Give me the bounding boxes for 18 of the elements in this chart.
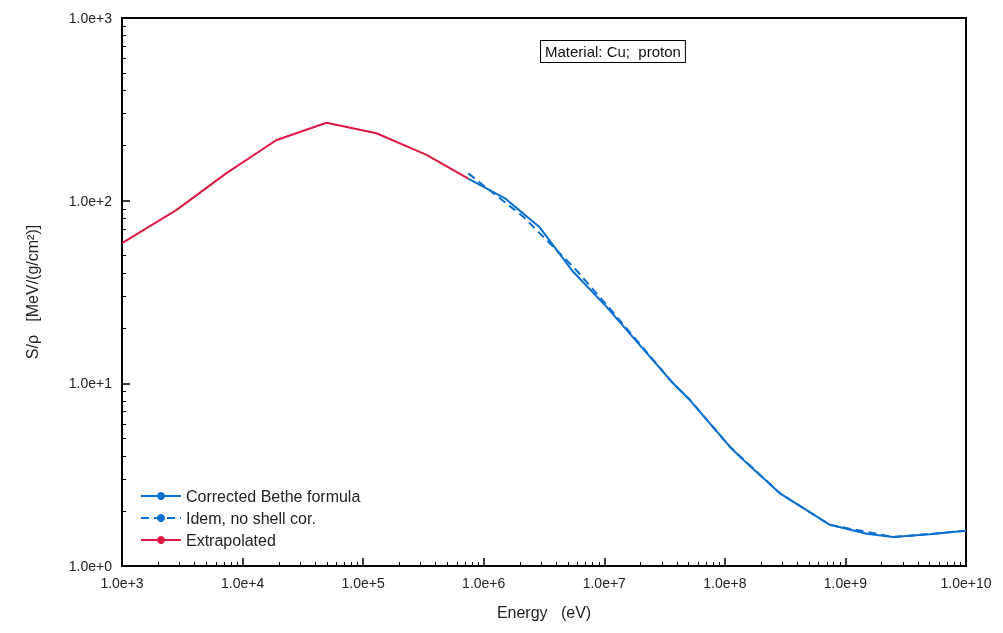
y-tick-label: 1.0e+2 [68, 192, 113, 209]
y-axis-title: S/ρ [MeV/(g/cm²)] [23, 224, 41, 360]
legend-label: Idem, no shell cor. [186, 509, 316, 527]
x-tick-label: 1.0e+10 [940, 575, 992, 591]
x-tick-label: 1.0e+7 [582, 575, 627, 591]
legend-label: Extrapolated [186, 531, 276, 549]
x-axis-title: Energy (eV) [496, 603, 592, 621]
legend-label: Corrected Bethe formula [186, 487, 361, 505]
x-tick-label: 1.0e+4 [220, 575, 265, 591]
x-tick-label: 1.0e+3 [100, 575, 144, 591]
x-tick-label: 1.0e+5 [341, 575, 385, 591]
y-tick-label: 1.0e+0 [68, 558, 113, 574]
y-tick-label: 1.0e+1 [68, 375, 113, 392]
x-tick-label: 1.0e+9 [823, 575, 868, 591]
annotation: Material: Cu; proton [545, 43, 681, 60]
y-tick-label: 1.0e+3 [68, 10, 113, 26]
x-tick-label: 1.0e+6 [462, 575, 506, 591]
x-tick-label: 1.0e+8 [703, 575, 747, 591]
